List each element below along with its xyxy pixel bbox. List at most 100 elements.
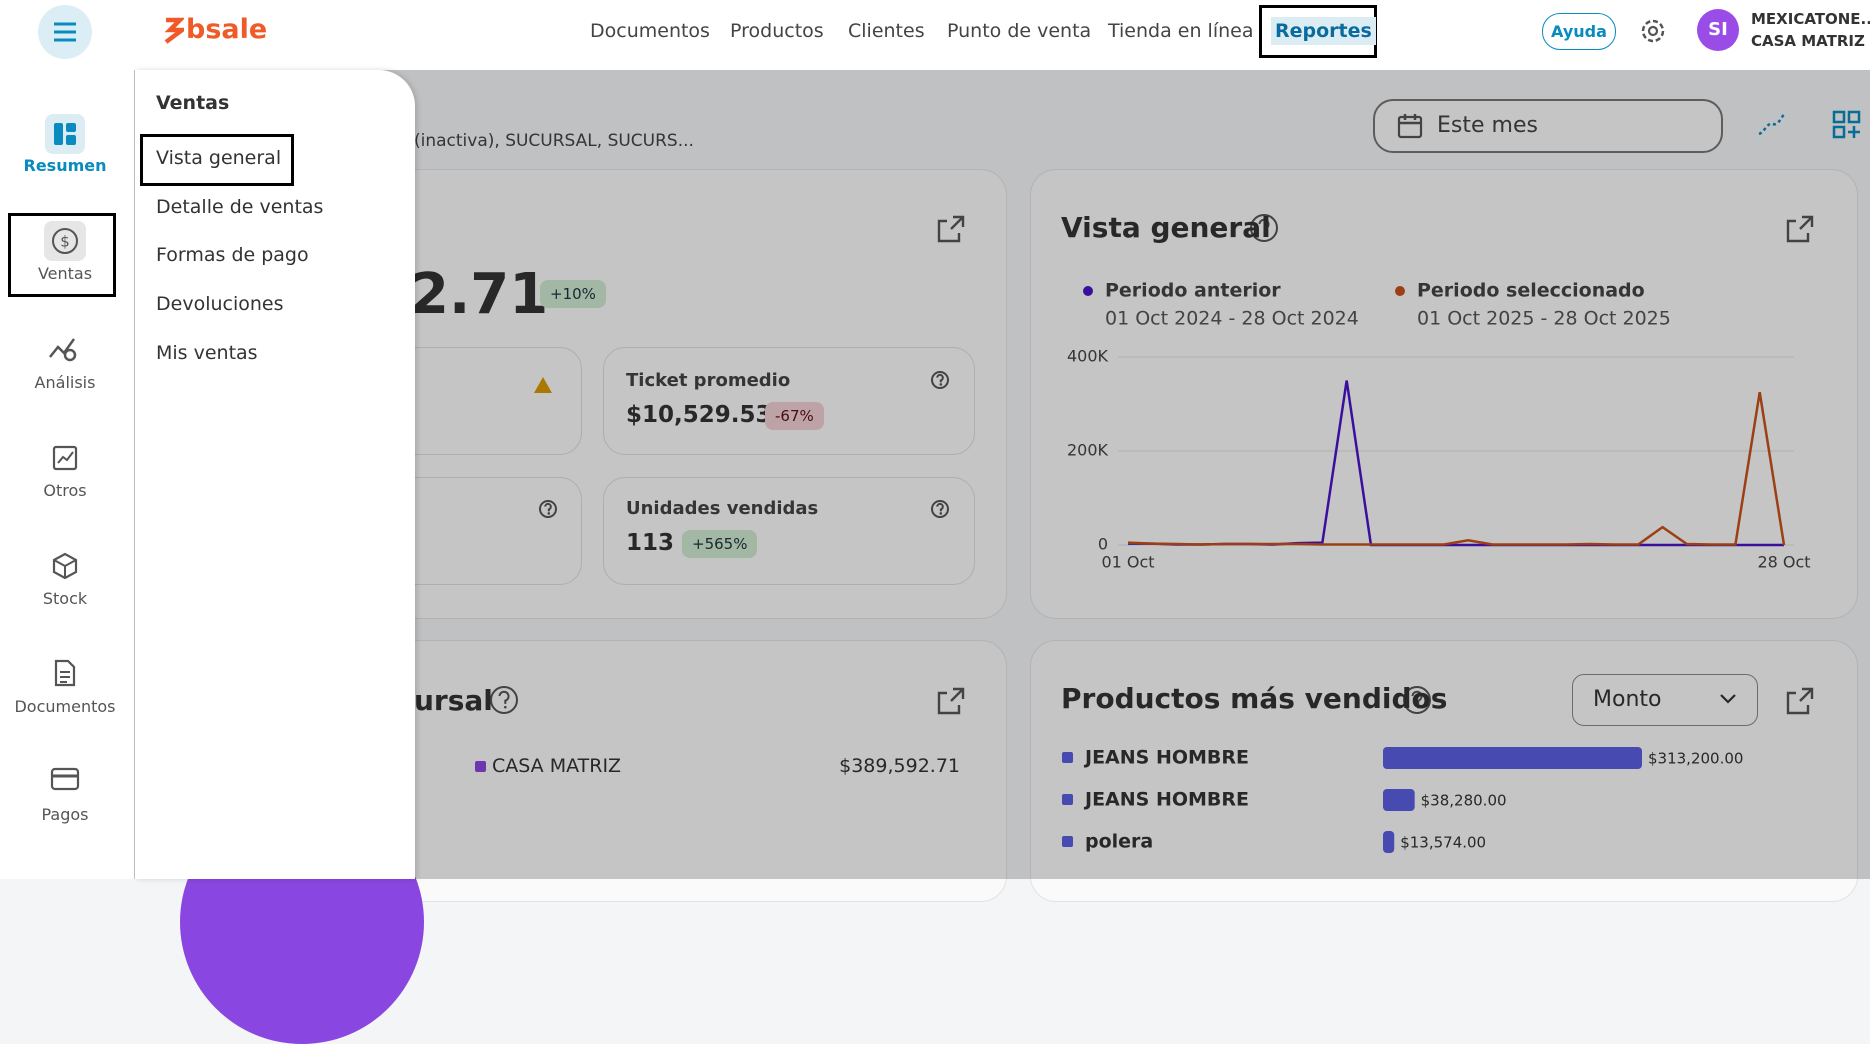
chart-title: Productos más vendidos — [1061, 682, 1447, 715]
warning-icon — [534, 377, 552, 393]
help-icon — [1250, 214, 1278, 242]
nav-item-active[interactable]: Reportes — [1271, 17, 1376, 45]
calendar-icon — [1397, 114, 1423, 139]
value-label: $13,574.00 — [1400, 834, 1486, 852]
metric-card: Unidades vendidas 113 +565% — [603, 477, 975, 585]
help-icon-mark — [936, 502, 944, 512]
highlight-box — [8, 213, 116, 297]
dropdown-item[interactable]: Formas de pago — [156, 244, 309, 266]
analisis-icon — [49, 338, 77, 362]
category-label: JEANS HOMBRE — [1083, 747, 1249, 769]
help-icon — [539, 500, 557, 518]
logo-icon — [164, 17, 184, 44]
sidebar: Resumen $ Ventas Análisis Otros Stock Do… — [0, 70, 134, 879]
value-label: $313,200.00 — [1648, 750, 1743, 768]
metric-label: Ticket promedio — [626, 370, 791, 391]
date-range: Este mes — [1437, 113, 1538, 138]
legend-label: CASA MATRIZ — [492, 755, 622, 777]
highlight-box — [140, 134, 294, 186]
avatar[interactable]: SI — [1697, 9, 1739, 51]
nav-item[interactable]: Productos — [730, 20, 824, 42]
card-title: ursal — [414, 684, 493, 717]
metric-card: Ticket promedio $10,529.53 -67% — [603, 347, 975, 455]
legend-swatch — [1062, 836, 1073, 847]
total-sales: 2.71 — [410, 262, 549, 327]
help-icon-dot — [939, 383, 943, 386]
dropdown-item[interactable]: Detalle de ventas — [156, 196, 324, 218]
help-icon — [490, 686, 518, 714]
logo[interactable]: bsale — [186, 14, 268, 45]
ventas-icon: $ — [44, 221, 86, 261]
sidebar-item[interactable]: Stock — [42, 589, 88, 608]
x-tick-label: 01 Oct — [1101, 553, 1154, 572]
sidebar-item[interactable]: Documentos — [14, 697, 116, 716]
legend-swatch — [475, 761, 486, 772]
bar — [1383, 747, 1642, 769]
svg-text:$: $ — [60, 233, 70, 251]
sidebar-item[interactable]: Análisis — [34, 373, 96, 392]
nav-item[interactable]: Tienda en línea — [1108, 20, 1254, 42]
legend-marker — [1083, 286, 1093, 296]
menu-button[interactable] — [38, 5, 92, 59]
dropdown-item[interactable]: Devoluciones — [156, 293, 284, 315]
legend-swatch — [1062, 794, 1073, 805]
chevron-icon — [1720, 694, 1736, 704]
help-icon-dot — [939, 512, 943, 515]
y-tick-label: 200K — [1067, 441, 1109, 460]
account-name: MEXICATONE... — [1751, 10, 1870, 28]
help-icon-mark — [544, 502, 552, 512]
nav-item[interactable]: Documentos — [590, 20, 710, 42]
stock-icon — [52, 552, 78, 580]
help-icon-mark — [1411, 690, 1423, 704]
legend-label: Periodo seleccionado — [1417, 280, 1645, 302]
legend-period: 01 Oct 2024 - 28 Oct 2024 — [1105, 308, 1359, 330]
value-label: $38,280.00 — [1421, 792, 1507, 810]
select-value: Monto — [1593, 687, 1662, 712]
help-icon-dot — [1417, 705, 1420, 709]
resumen-icon — [45, 114, 85, 154]
help-icon — [1403, 686, 1431, 714]
sidebar-item[interactable]: Pagos — [41, 805, 89, 824]
metric-value: 113 — [626, 530, 675, 556]
documentos-icon — [54, 659, 76, 687]
sidebar-item[interactable]: Ventas — [37, 264, 93, 283]
date-picker[interactable]: Este mes — [1373, 99, 1723, 153]
help-icon — [931, 371, 949, 389]
bar — [1383, 831, 1395, 853]
open-icon — [937, 687, 965, 715]
help-button[interactable]: Ayuda — [1542, 13, 1616, 50]
dropdown-item[interactable]: Mis ventas — [156, 342, 258, 364]
widgets-icon[interactable] — [1832, 110, 1862, 140]
modal-overlay[interactable] — [134, 70, 1870, 879]
dropdown-menu: Ventas Vista general Detalle de ventas F… — [135, 70, 415, 879]
settings-icon[interactable] — [1638, 16, 1668, 46]
nav-item[interactable]: Clientes — [848, 20, 925, 42]
y-tick-label: 400K — [1067, 347, 1109, 366]
charts-layer: Vista general 0 200K 400K 01 Oct 28 Oct Period… — [490, 211, 1814, 853]
account-branch: CASA MATRIZ — [1751, 32, 1865, 50]
help-icon-dot — [1264, 233, 1267, 237]
category-label: JEANS HOMBRE — [1083, 789, 1249, 811]
dropdown-item[interactable]: Vista general — [156, 147, 282, 169]
branch-filter[interactable]: (inactiva), SUCURSAL, SUCURS... — [414, 131, 694, 151]
metric-select[interactable]: Monto — [1572, 674, 1758, 726]
legend-value: $389,592.71 — [839, 755, 960, 777]
sidebar-item[interactable]: Otros — [43, 481, 87, 500]
dropdown-title: Ventas — [156, 92, 230, 114]
help-icon-mark — [498, 690, 510, 704]
pagos-icon — [50, 767, 80, 791]
metric-label: Unidades vendidas — [626, 498, 819, 519]
change-badge: -67% — [765, 402, 824, 430]
category-label: polera — [1085, 831, 1153, 853]
help-icon-mark — [1258, 218, 1270, 232]
change-badge: +565% — [682, 530, 758, 558]
y-tick-label: 0 — [1098, 535, 1108, 554]
trend-icon[interactable] — [1756, 110, 1788, 138]
sidebar-item[interactable]: Resumen — [23, 156, 107, 175]
open-icon — [937, 215, 965, 243]
help-icon-mark — [936, 373, 944, 383]
x-tick-label: 28 Oct — [1757, 553, 1810, 572]
help-icon — [931, 500, 949, 518]
nav-item[interactable]: Punto de venta — [947, 20, 1092, 42]
